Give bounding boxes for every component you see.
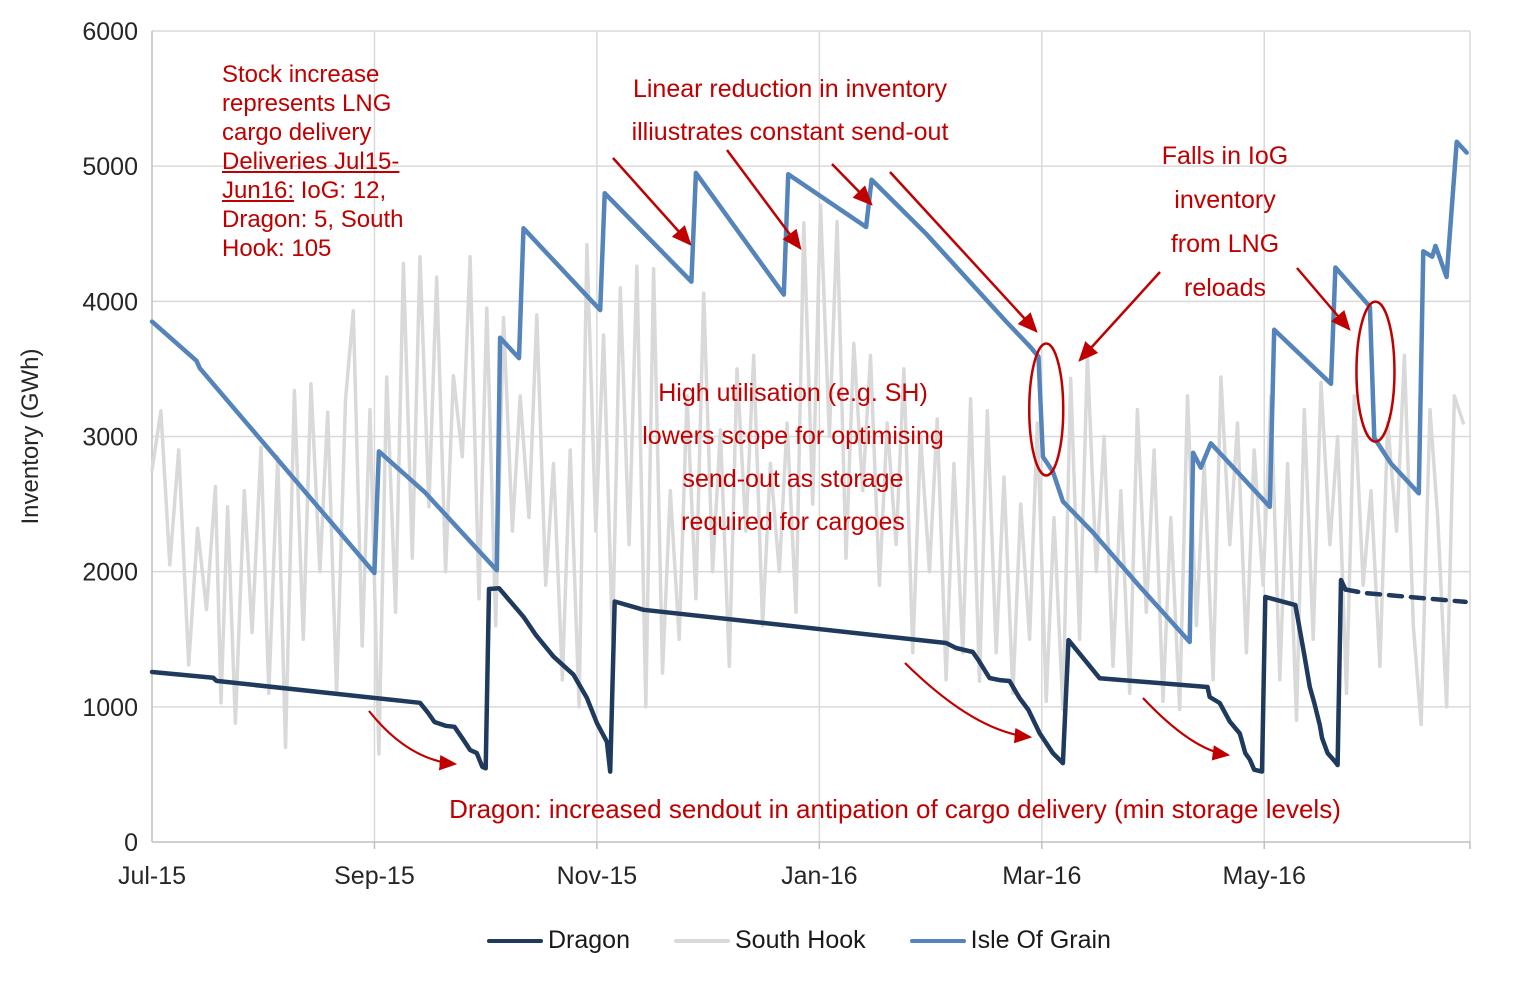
- red-arrow: [1078, 271, 1161, 362]
- isle-of-grain-line-swatch-icon: [909, 938, 966, 943]
- y-axis-tick-label: 4000: [82, 288, 138, 316]
- annotation-line: inventory: [1174, 186, 1276, 214]
- chart-legend: Dragon South Hook Isle Of Grain: [487, 926, 1111, 955]
- deliveries-values-text: IoG: 12,: [294, 177, 387, 204]
- annotation-high-utilisation: High utilisation (e.g. SH) lowers scope …: [568, 372, 1018, 544]
- annotation-line: Dragon: 5, South: [222, 206, 404, 233]
- red-arrow: [612, 157, 692, 246]
- red-curved-arrow: [904, 662, 1033, 744]
- red-arrow: [889, 171, 1038, 333]
- annotation-line: Jun16: IoG: 12,: [222, 176, 472, 205]
- y-axis-title: Inventory (GWh): [17, 348, 44, 524]
- annotation-line: Deliveries Jul15-: [222, 147, 472, 176]
- legend-item-isle-of-grain: Isle Of Grain: [909, 926, 1111, 955]
- x-axis-tick-label: Jan-16: [781, 862, 857, 890]
- annotation-line: High utilisation (e.g. SH): [658, 379, 928, 407]
- legend-item-dragon: Dragon: [487, 926, 630, 955]
- annotation-linear-reduction: Linear reduction in inventory illiustrat…: [545, 68, 1035, 154]
- x-axis-tick-label: Mar-16: [1002, 862, 1081, 890]
- deliveries-underlined-text: Jun16:: [222, 177, 295, 204]
- legend-item-south-hook: South Hook: [674, 926, 866, 955]
- annotation-line: Linear reduction in inventory: [632, 75, 948, 103]
- annotation-line: reloads: [1184, 274, 1266, 302]
- annotation-stock-increase: Stock increase represents LNG cargo deli…: [222, 60, 472, 263]
- series-dragon-line: [149, 577, 1348, 774]
- x-axis-tick-label: Nov-15: [557, 862, 638, 890]
- annotation-line: Falls in IoG: [1161, 142, 1289, 170]
- red-arrow: [831, 163, 873, 206]
- annotation-line: send-out as storage: [682, 465, 904, 493]
- red-highlight-ellipse: [1027, 342, 1065, 477]
- deliveries-underlined-text: Deliveries Jul15-: [222, 148, 400, 175]
- series-dragon-forecast-tail-line: [1343, 587, 1468, 605]
- annotation-line: lowers scope for optimising: [642, 422, 944, 450]
- annotation-line: Hook: 105: [222, 235, 332, 262]
- red-curved-arrow: [1142, 697, 1231, 761]
- red-arrow: [725, 149, 802, 251]
- annotation-line: required for cargoes: [681, 508, 905, 536]
- y-axis-tick-label: 3000: [82, 424, 138, 452]
- x-axis-tick-label: Sep-15: [334, 862, 415, 890]
- annotation-line: represents LNG: [222, 90, 392, 117]
- legend-label: Dragon: [548, 926, 630, 954]
- annotation-line: illiustrates constant send-out: [631, 118, 949, 146]
- south-hook-line-swatch-icon: [674, 938, 730, 943]
- annotation-dragon-sendout: Dragon: increased sendout in antipation …: [449, 794, 1341, 824]
- x-axis-tick-label: Jul-15: [118, 862, 186, 890]
- dragon-line-swatch-icon: [487, 938, 543, 943]
- legend-label: South Hook: [735, 926, 866, 954]
- annotation-line: Stock increase: [222, 61, 380, 88]
- annotation-line: cargo delivery: [222, 119, 372, 146]
- legend-label: Isle Of Grain: [970, 926, 1111, 954]
- annotation-falls-iog: Falls in IoG inventory from LNG reloads: [1140, 134, 1310, 310]
- series-isle-of-grain-line: [149, 139, 1469, 645]
- y-axis-tick-label: 0: [124, 829, 138, 857]
- y-axis-tick-label: 6000: [82, 18, 138, 46]
- annotation-line: from LNG: [1170, 230, 1280, 258]
- red-curved-arrow: [368, 710, 458, 771]
- y-axis-tick-label: 2000: [82, 559, 138, 587]
- series-south-hook-line: [150, 203, 1466, 756]
- red-arrow: [1296, 267, 1351, 331]
- y-axis-tick-label: 5000: [82, 153, 138, 181]
- y-axis-tick-label: 1000: [82, 694, 138, 722]
- x-axis-tick-label: May-16: [1223, 862, 1306, 890]
- red-highlight-ellipse: [1355, 300, 1396, 443]
